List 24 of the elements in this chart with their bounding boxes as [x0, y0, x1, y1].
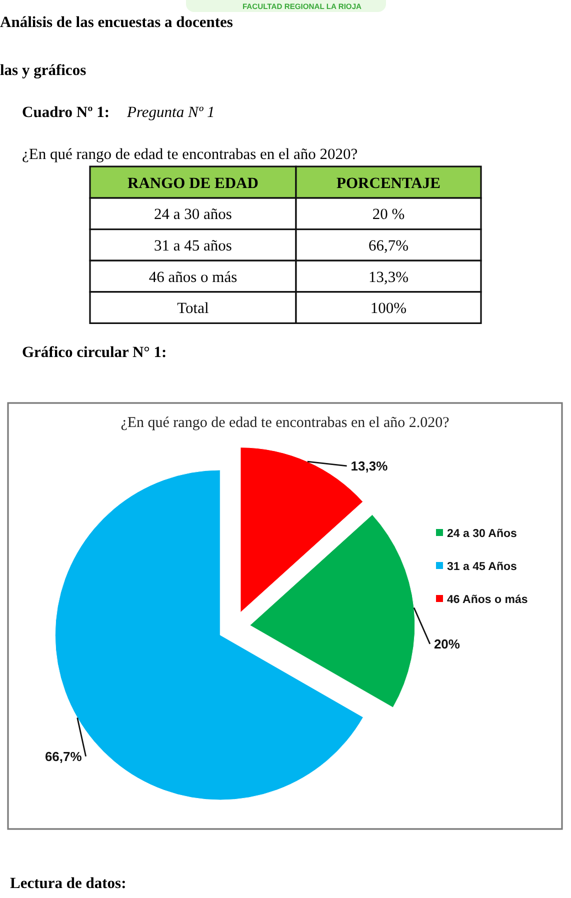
- chart-title: ¿En qué rango de edad te encontrabas en el año 2.020?: [120, 415, 450, 431]
- text: Lectura de datos:: [10, 875, 126, 892]
- text: 13,3%: [368, 268, 409, 286]
- text: Total: [177, 300, 209, 318]
- text: 66,7%: [368, 237, 409, 254]
- legend-label: 31 a 45 Años: [447, 561, 517, 573]
- text: 31 a 45 años: [154, 237, 232, 254]
- text: Pregunta Nº 1: [126, 104, 215, 121]
- text: PORCENTAJE: [336, 174, 440, 192]
- text: las y gráficos: [0, 62, 86, 79]
- text: Cuadro Nº 1:: [22, 104, 110, 121]
- text: Análisis de las encuestas a docentes: [0, 14, 233, 31]
- text: 24 a 30 años: [154, 206, 232, 224]
- data-label: 20%: [434, 636, 460, 652]
- text: Gráfico circular N° 1:: [22, 344, 167, 361]
- data-label: 13,3%: [350, 458, 388, 474]
- text: ¿En qué rango de edad te encontrabas en el año 2020?: [22, 146, 358, 163]
- text: 46 años o más: [148, 268, 238, 286]
- text: 20 %: [372, 206, 405, 224]
- data-label: 66,7%: [44, 748, 82, 764]
- text: RANGO DE EDAD: [128, 174, 258, 192]
- text: 100%: [370, 300, 407, 318]
- legend-label: 46 Años o más: [447, 594, 528, 606]
- legend-label: 24 a 30 Años: [447, 528, 517, 540]
